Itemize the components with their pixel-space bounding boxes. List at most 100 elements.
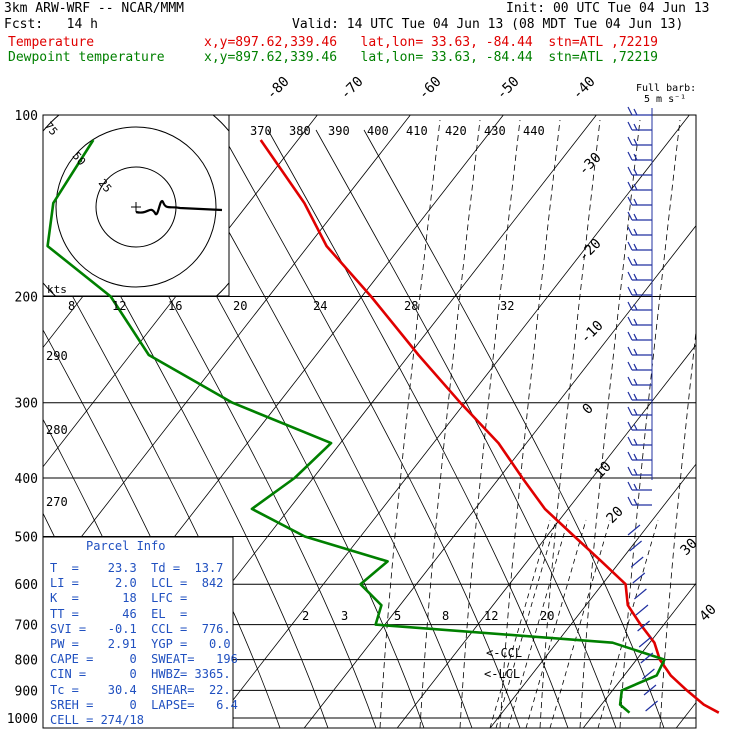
pressure-tick-label: 200 [15,291,38,306]
wind-barb-flag [633,303,638,311]
dry-adiabat [43,242,281,728]
wind-barb-flag [627,391,633,401]
isotherm-label: -60 [416,74,445,103]
pressure-tick-label: 700 [15,619,38,634]
moist-adiabat [419,119,481,728]
parcel-info-row: K = 18 LFC = [50,591,188,606]
isotherm-label: -70 [338,74,367,103]
wind-barb-flag [627,301,633,311]
wind-barb-flag [627,121,633,131]
mixing-ratio-line [597,519,659,728]
wind-barb-flag [633,258,638,266]
wind-barb-flag [633,288,638,296]
wind-barb-flag [633,108,638,116]
wind-barb-flag [627,256,633,266]
isotherm-label: -50 [494,74,523,103]
mixing-ratio-line [549,519,611,728]
wind-barb-flag [627,211,633,221]
wind-barb-flag [633,483,638,491]
wind-barb-flag [633,333,638,341]
wind-speed-tick: 24 [313,299,327,313]
wind-speed-tick: 12 [112,299,126,313]
hodograph-kts-label: kts [47,283,67,296]
ccl-marker: <-CCL [486,646,522,660]
parcel-info-row: CIN = 0 HWBZ= 3365. [50,667,231,682]
wind-barb-flag [633,123,638,131]
wind-barb-flag [627,241,633,251]
pressure-tick-label: 800 [15,654,38,669]
wind-barb [643,684,657,696]
isotherm-line [489,463,696,728]
wind-barb-flag [627,316,633,326]
wind-barb-flag [633,243,638,251]
mixing-ratio-label: 5 [394,609,401,623]
mixing-ratio-line [495,519,557,728]
dewpoint-location: x,y=897.62,339.46 lat,lon= 33.63, -84.44… [204,50,658,65]
wind-barb-flag [633,453,638,461]
wind-barb-flag [633,468,638,476]
pressure-tick-label: 300 [15,397,38,412]
moist-adiabat [499,119,561,728]
dry-adiabat [315,129,617,728]
temperature-legend: Temperature [8,35,95,50]
moist-adiabat [619,119,681,728]
wind-barb-flag [627,451,633,461]
wind-speed-tick: 32 [500,299,514,313]
wind-barbs [627,106,658,712]
wind-barb-flag [627,136,633,146]
moist-adiabat [579,119,641,728]
isotherm-line [43,115,318,468]
mixing-ratio-line [507,519,569,728]
pressure-tick-label: 1000 [7,712,38,727]
parcel-info-row: CELL = 274/18 [50,713,144,727]
moist-adiabat [659,327,696,728]
wind-barb [637,620,650,632]
wind-barb-flag [627,226,633,236]
series-line [259,139,720,714]
wind-barb-flag [627,286,633,296]
wind-barb-flag [627,406,633,416]
mixing-ratio-label: 2 [302,609,309,623]
barb-legend-title: Full barb: [636,83,697,94]
valid-time: Valid: 14 UTC Tue 04 Jun 13 (08 MDT Tue … [292,17,684,32]
mixing-ratio-line [525,519,587,728]
theta-label: 400 [367,124,389,138]
wind-barb-flag [633,153,638,161]
pressure-tick-label: 900 [15,684,38,699]
isotherm-line [396,344,696,728]
wind-barb-flag [627,151,633,161]
sounding-curves [46,139,720,714]
wind-barb-flag [633,198,638,206]
pressure-tick-label: 500 [15,530,38,545]
wind-barb-flag [633,273,638,281]
wind-barb-flag [633,498,638,506]
wind-barb-flag [633,228,638,236]
wind-barb-flag [633,348,638,356]
wind-barb-flag [633,213,638,221]
wind-barb-flag [627,196,633,206]
wind-barb [635,604,649,616]
wind-barb-flag [633,378,638,386]
isotherm-line [0,115,38,728]
isotherm-label: 40 [697,602,720,625]
parcel-info-row: SREH = 0 LAPSE= 6.4 [50,697,238,712]
model-name: 3km ARW-WRF -- NCAR/MMM [4,1,185,16]
wind-barb-flag [627,106,633,116]
theta-label: 430 [484,124,506,138]
wind-barb-flag [627,346,633,356]
wind-speed-tick: 20 [233,299,247,313]
wind-barb-flag [627,271,633,281]
forecast-hour: Fcst: 14 h [4,17,98,32]
theta-label: 390 [328,124,350,138]
theta-label: 410 [406,124,428,138]
dry-adiabat [363,129,665,728]
moist-adiabat [539,119,601,728]
theta-side-label: 280 [46,423,68,437]
mixing-ratio-label: 12 [484,609,498,623]
wind-barb-flag [633,183,638,191]
isotherm-label: -40 [570,74,599,103]
wind-barb [640,652,654,664]
isotherm-line [210,115,690,728]
wind-barb-flag [627,376,633,386]
isotherm-line [582,582,696,728]
